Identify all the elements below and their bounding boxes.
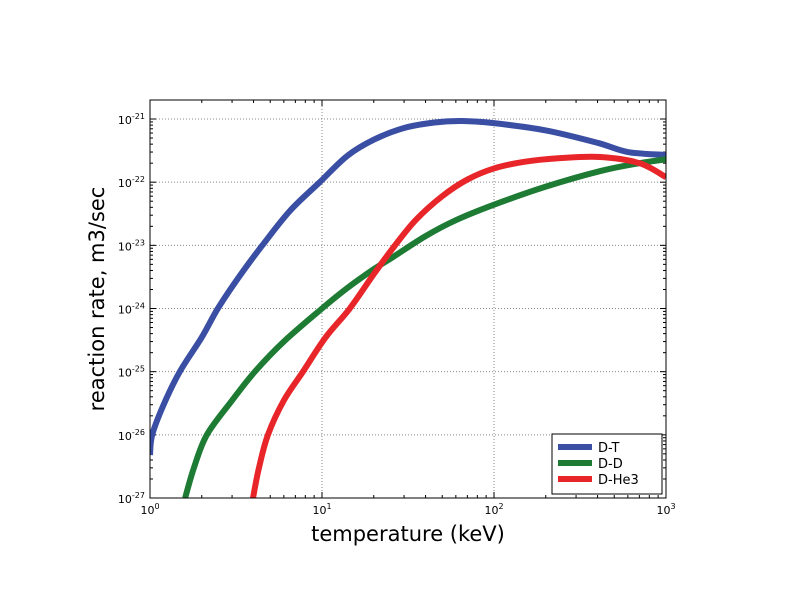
y-tick-label: 10-22 (118, 175, 145, 190)
legend-label: D-D (598, 457, 623, 472)
y-tick-label: 10-24 (118, 302, 145, 317)
y-tick-label: 10-23 (118, 238, 145, 253)
y-axis-label: reaction rate, m3/sec (85, 187, 109, 412)
legend-label: D-T (598, 441, 620, 456)
series-line-d-t (150, 117, 666, 456)
x-tick-label: 100 (140, 502, 159, 517)
x-tick-labels: 100 101 102 103 (140, 502, 675, 517)
y-tick-label: 10-26 (118, 428, 145, 443)
plot-frame (149, 99, 667, 499)
legend: D-TD-DD-He3 (551, 433, 663, 495)
y-tick-label: 10-25 (118, 365, 145, 380)
x-tick-label: 103 (656, 502, 675, 517)
legend-label: D-He3 (598, 473, 639, 488)
series-line-d-he3 (250, 153, 666, 498)
plot-lines (150, 117, 666, 498)
y-tick-label: 10-27 (118, 491, 145, 506)
y-tick-labels: 10-27 10-26 10-25 10-24 10-23 10-22 10-21 (118, 112, 145, 506)
y-tick-label: 10-21 (118, 112, 145, 127)
x-tick-label: 102 (484, 502, 503, 517)
x-tick-label: 101 (312, 502, 331, 517)
x-axis-label: temperature (keV) (311, 522, 505, 546)
